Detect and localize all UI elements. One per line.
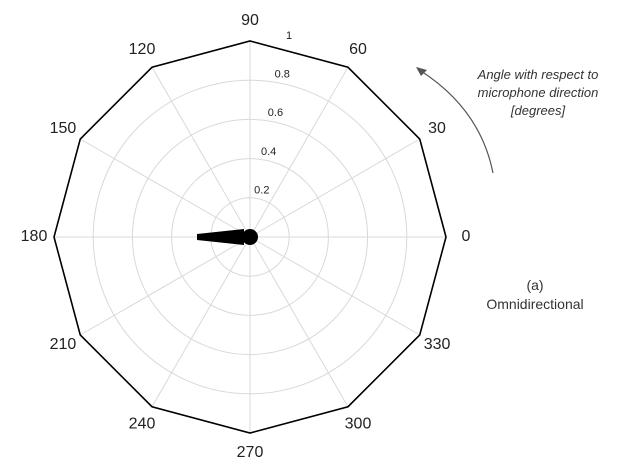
angle-tick-labels: 0 30 60 90 120 150 180 210 240 270 300 330 xyxy=(21,12,471,461)
angle-tick-label: 270 xyxy=(237,444,264,461)
grid-spoke xyxy=(80,236,251,336)
pattern-line xyxy=(53,40,447,434)
chart-caption: (a) Omnidirectional xyxy=(460,276,610,314)
grid-spoke xyxy=(249,236,420,336)
microphone-icon xyxy=(197,229,258,245)
grid-spoke xyxy=(249,67,349,238)
angle-tick-label: 30 xyxy=(428,120,446,137)
angular-grid xyxy=(54,41,446,433)
radial-tick-label: 0.2 xyxy=(254,184,269,196)
grid-spoke xyxy=(249,138,420,238)
caption-text: Omnidirectional xyxy=(486,296,584,312)
rotation-arrow xyxy=(420,70,494,174)
microphone-head xyxy=(242,229,258,245)
angle-tick-label: 180 xyxy=(21,228,48,245)
radial-tick-label: 1 xyxy=(286,30,292,42)
angle-tick-label: 0 xyxy=(462,228,471,245)
grid-spoke xyxy=(80,138,251,238)
angle-tick-label: 240 xyxy=(129,415,156,432)
radial-tick-label: 0.4 xyxy=(261,146,276,158)
angle-tick-label: 300 xyxy=(345,415,372,432)
angle-tick-label: 120 xyxy=(129,41,156,58)
angle-annotation: Angle with respect to microphone directi… xyxy=(477,67,599,118)
pattern-curve xyxy=(53,40,447,434)
arrow-head-icon xyxy=(416,67,427,76)
grid-spoke xyxy=(249,236,349,407)
radial-tick-label: 0.6 xyxy=(268,107,283,119)
microphone-body xyxy=(197,229,244,245)
radial-tick-label: 0.8 xyxy=(275,69,290,81)
angle-tick-label: 330 xyxy=(424,336,451,353)
angle-tick-label: 60 xyxy=(349,41,367,58)
angle-tick-label: 90 xyxy=(241,12,259,29)
grid-spoke xyxy=(151,236,251,407)
grid-spoke xyxy=(151,67,251,238)
radial-tick-labels: 0.2 0.4 0.6 0.8 1 xyxy=(254,30,292,196)
angle-tick-label: 150 xyxy=(50,120,77,137)
angle-tick-label: 210 xyxy=(50,336,77,353)
caption-letter: (a) xyxy=(526,277,544,293)
